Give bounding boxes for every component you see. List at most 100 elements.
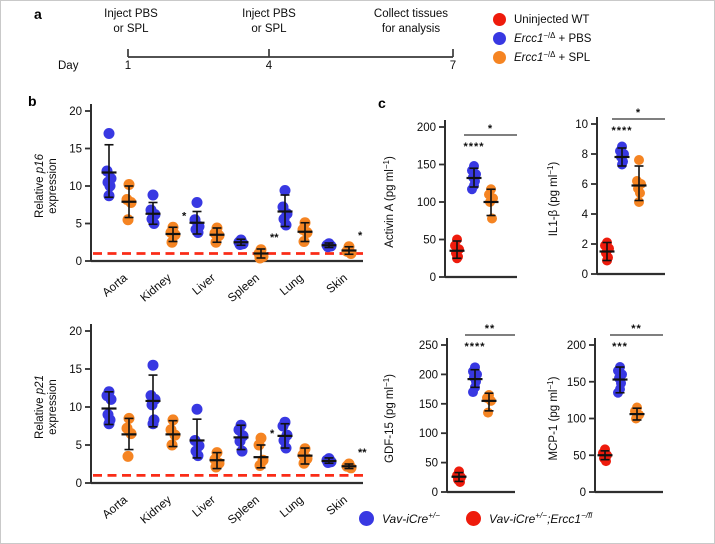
svg-text:0: 0 bbox=[582, 269, 588, 281]
svg-text:0: 0 bbox=[580, 487, 586, 499]
svg-text:0: 0 bbox=[76, 256, 82, 268]
day-4: 4 bbox=[265, 60, 273, 72]
svg-text:Liver: Liver bbox=[189, 493, 218, 520]
panel-b-label: b bbox=[28, 93, 37, 109]
timeline-event-line: Inject PBS bbox=[242, 8, 296, 20]
p21-plot: 0 5 10 15 20 Relative p21 expression Aorta Kidne… bbox=[34, 324, 367, 527]
timeline-event-line: Collect tissues bbox=[373, 8, 449, 20]
svg-text:Lung: Lung bbox=[277, 271, 306, 299]
svg-text:*: * bbox=[636, 107, 641, 119]
legend-item-label: Vav-iCre+/− bbox=[382, 511, 441, 526]
legend-vav-icre: Vav-iCre+/− Vav-iCre+/−;Ercc1−/fl bbox=[359, 511, 592, 526]
svg-text:200: 200 bbox=[567, 340, 586, 352]
mcp-1-chart: 0 50 100 150 200 MCP-1 (pg ml−1) *** ** bbox=[546, 311, 714, 525]
timeline-event-line: for analysis bbox=[381, 22, 441, 35]
svg-text:5: 5 bbox=[76, 219, 82, 231]
svg-text:100: 100 bbox=[419, 428, 438, 440]
svg-text:*: * bbox=[182, 210, 187, 222]
svg-text:20: 20 bbox=[69, 326, 82, 338]
svg-text:**: ** bbox=[631, 323, 642, 335]
svg-text:0: 0 bbox=[432, 487, 438, 499]
svg-text:10: 10 bbox=[69, 181, 82, 193]
svg-text:Aorta: Aorta bbox=[99, 492, 130, 521]
svg-text:***: *** bbox=[612, 341, 628, 353]
p16-plot: 0 5 10 15 20 Relative p16 expression Aorta Kidne… bbox=[34, 104, 363, 305]
panel-a-label: a bbox=[34, 6, 42, 22]
relative-p21-expression-chart: 0 5 10 15 20 Relative p21 expression Aorta Kidne… bbox=[27, 313, 377, 543]
svg-text:6: 6 bbox=[582, 179, 588, 191]
svg-text:8: 8 bbox=[582, 149, 588, 161]
legend-item-label: Ercc1−/Δ + PBS bbox=[514, 30, 592, 45]
svg-text:200: 200 bbox=[417, 122, 436, 134]
svg-text:**: ** bbox=[270, 232, 279, 244]
svg-text:****: **** bbox=[463, 141, 484, 153]
day-axis-label: Day bbox=[58, 60, 79, 72]
svg-text:50: 50 bbox=[425, 458, 438, 470]
legend-item-label: Uninjected WT bbox=[514, 13, 590, 26]
day-1: 1 bbox=[124, 60, 132, 72]
blue-dot-icon bbox=[359, 511, 374, 526]
svg-text:0: 0 bbox=[430, 272, 436, 284]
legend-item-label: Ercc1−/Δ + SPL bbox=[514, 49, 591, 64]
blue-dot-icon bbox=[493, 32, 506, 45]
red-dot-icon bbox=[493, 13, 506, 26]
svg-text:100: 100 bbox=[567, 414, 586, 426]
svg-text:expression: expression bbox=[47, 379, 59, 435]
svg-text:15: 15 bbox=[69, 144, 82, 156]
timeline-event-day1: Inject PBS or SPL bbox=[85, 7, 177, 37]
svg-text:*: * bbox=[270, 428, 275, 440]
relative-p16-expression-chart: 0 5 10 15 20 Relative p16 expression Aorta Kidne… bbox=[27, 97, 377, 311]
svg-text:expression: expression bbox=[47, 158, 59, 214]
svg-text:*: * bbox=[358, 230, 363, 242]
svg-text:Kidney: Kidney bbox=[137, 493, 174, 527]
gdf15-plot: 0 50 100 150 200 250 GDF-15 (pg ml−1) ****** bbox=[382, 323, 515, 499]
svg-text:0: 0 bbox=[76, 478, 82, 490]
svg-text:10: 10 bbox=[575, 119, 588, 131]
il1-beta-chart: 0 2 4 6 8 10 IL1-β (pg ml−1) **** * bbox=[546, 97, 714, 301]
svg-text:15: 15 bbox=[69, 364, 82, 376]
svg-text:Skin: Skin bbox=[323, 271, 350, 296]
legend-item-vav-icre: Vav-iCre+/− bbox=[359, 511, 440, 526]
svg-text:100: 100 bbox=[417, 197, 436, 209]
svg-text:IL1-β (pg ml−1): IL1-β (pg ml−1) bbox=[547, 162, 560, 237]
gdf-15-chart: 0 50 100 150 200 250 GDF-15 (pg ml−1) **** ** bbox=[379, 311, 544, 525]
svg-text:250: 250 bbox=[419, 340, 438, 352]
svg-text:150: 150 bbox=[419, 399, 438, 411]
red-dot-icon bbox=[466, 511, 482, 526]
svg-text:5: 5 bbox=[76, 440, 82, 452]
svg-text:20: 20 bbox=[69, 106, 82, 118]
legend-item-ercc1-pbs: Ercc1−/Δ + PBS bbox=[493, 30, 592, 45]
svg-text:50: 50 bbox=[423, 235, 436, 247]
orange-dot-icon bbox=[493, 51, 506, 64]
svg-text:**: ** bbox=[485, 323, 496, 335]
svg-text:Activin A (pg ml−1): Activin A (pg ml−1) bbox=[382, 156, 396, 248]
timeline-event-line: Inject PBS bbox=[104, 8, 158, 20]
svg-text:10: 10 bbox=[69, 402, 82, 414]
timeline-event-line: or SPL bbox=[113, 22, 149, 35]
svg-text:Lung: Lung bbox=[277, 493, 306, 521]
svg-text:Spleen: Spleen bbox=[225, 271, 262, 305]
svg-text:MCP-1 (pg ml−1): MCP-1 (pg ml−1) bbox=[547, 376, 560, 460]
svg-text:150: 150 bbox=[417, 160, 436, 172]
legend-item-uninjected-wt: Uninjected WT bbox=[493, 13, 591, 26]
svg-text:Relative p16: Relative p16 bbox=[34, 153, 46, 218]
timeline-bracket bbox=[127, 49, 454, 58]
timeline-event-day4: Inject PBS or SPL bbox=[223, 7, 315, 37]
legend-item-ercc1-spl: Ercc1−/Δ + SPL bbox=[493, 49, 591, 64]
legend-item-vav-icre-ercc1: Vav-iCre+/−;Ercc1−/fl bbox=[466, 511, 592, 526]
timeline-event-line: or SPL bbox=[251, 22, 287, 35]
svg-text:2: 2 bbox=[582, 239, 588, 251]
svg-text:200: 200 bbox=[419, 369, 438, 381]
svg-text:****: **** bbox=[464, 341, 485, 353]
svg-text:Liver: Liver bbox=[189, 271, 218, 298]
legend-genotypes: Uninjected WT Ercc1−/Δ + PBS Ercc1−/Δ + … bbox=[493, 13, 591, 64]
panel-c-label: c bbox=[378, 95, 386, 111]
svg-text:Skin: Skin bbox=[323, 493, 350, 518]
day-7: 7 bbox=[449, 60, 457, 72]
svg-text:Aorta: Aorta bbox=[99, 270, 130, 299]
svg-text:*: * bbox=[488, 123, 493, 135]
svg-text:4: 4 bbox=[582, 209, 589, 221]
